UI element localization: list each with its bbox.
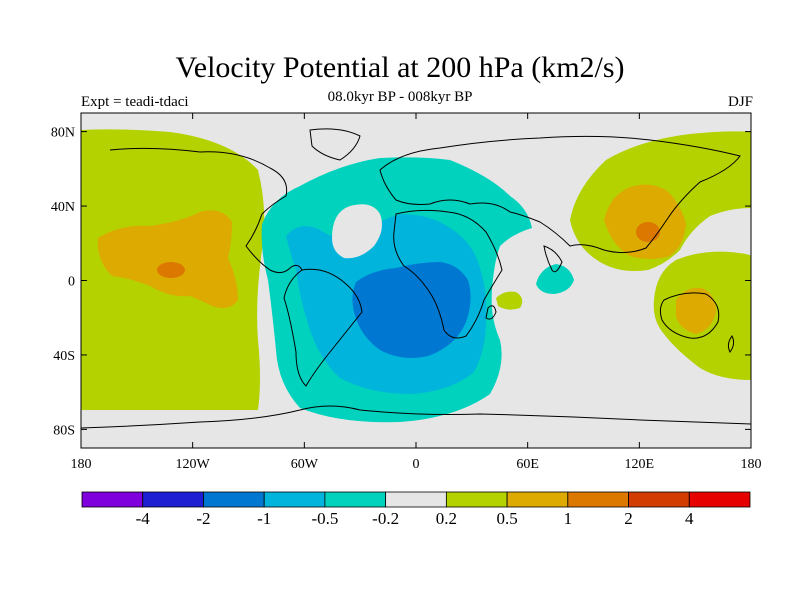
colorbar-label: 2 bbox=[624, 509, 633, 528]
colorbar-label: -0.5 bbox=[311, 509, 338, 528]
colorbar-label: 1 bbox=[564, 509, 573, 528]
y-axis: 80N 40N 0 40S 80S bbox=[51, 126, 751, 438]
coastline-north-america bbox=[109, 147, 303, 274]
y-tick-label: 80S bbox=[53, 423, 75, 438]
colorbar-swatch bbox=[203, 491, 265, 508]
coastline-greenland bbox=[309, 128, 361, 161]
colorbar-label: -4 bbox=[136, 509, 151, 528]
contour-field bbox=[81, 113, 751, 448]
experiment-label: Expt = teadi-tdaci bbox=[81, 94, 189, 110]
coastline-india bbox=[543, 245, 563, 273]
x-tick-label: 0 bbox=[413, 457, 420, 472]
colorbar-swatch bbox=[142, 491, 204, 508]
y-tick-label: 40S bbox=[53, 349, 75, 364]
colorbar-swatch bbox=[628, 491, 690, 508]
colorbar-swatch bbox=[263, 491, 326, 508]
map-title: Velocity Potential at 200 hPa (km2/s) bbox=[175, 51, 625, 84]
colorbar-swatch bbox=[567, 491, 629, 508]
colorbar: -4 -2 -1 -0.5 -0.2 0.2 0.5 1 2 4 bbox=[81, 491, 751, 528]
coastline-australia bbox=[659, 292, 720, 339]
colorbar-label: -1 bbox=[257, 509, 271, 528]
colorbar-swatch bbox=[445, 491, 508, 508]
coastline-south-america bbox=[283, 268, 363, 387]
y-tick-label: 40N bbox=[51, 200, 75, 215]
colorbar-label: 0.5 bbox=[496, 509, 517, 528]
colorbar-label: -2 bbox=[196, 509, 210, 528]
map-subtitle: 08.0kyr BP - 008kyr BP bbox=[327, 89, 473, 105]
x-tick-label: 120E bbox=[625, 457, 655, 472]
positive-center-pacific bbox=[157, 262, 185, 278]
positive-region-east-asia-orange bbox=[604, 184, 686, 259]
x-tick-label: 60W bbox=[291, 457, 319, 472]
x-tick-label: 180 bbox=[71, 457, 92, 472]
coastline-africa bbox=[393, 209, 503, 339]
x-tick-label: 180 bbox=[741, 457, 762, 472]
colorbar-label: -0.2 bbox=[372, 509, 399, 528]
season-label: DJF bbox=[727, 94, 753, 110]
colorbar-swatch bbox=[385, 491, 447, 508]
x-tick-label: 60E bbox=[516, 457, 539, 472]
coastline-antarctica bbox=[81, 405, 751, 429]
colorbar-swatch bbox=[324, 491, 387, 508]
positive-center-east-asia bbox=[636, 222, 660, 242]
colorbar-swatch bbox=[81, 491, 144, 508]
coastline-madagascar bbox=[485, 305, 497, 320]
coastlines bbox=[81, 128, 751, 429]
x-tick-label: 120W bbox=[176, 457, 211, 472]
coastline-europe-asia bbox=[379, 135, 741, 254]
colorbar-label: 0.2 bbox=[436, 509, 457, 528]
colorbar-swatch bbox=[506, 491, 569, 508]
y-tick-label: 80N bbox=[51, 126, 75, 141]
y-tick-label: 0 bbox=[68, 275, 75, 290]
colorbar-label: 4 bbox=[685, 509, 694, 528]
positive-region-australia-orange bbox=[676, 287, 716, 334]
x-axis: 180 120W 60W 0 60E 120E 180 bbox=[71, 113, 762, 472]
coastline-new-zealand bbox=[727, 335, 735, 353]
positive-spot-africa-east bbox=[496, 291, 523, 310]
negative-spot-indian-ocean bbox=[536, 264, 574, 294]
positive-region-pacific-orange bbox=[97, 210, 239, 308]
neutral-hole-north-atlantic bbox=[332, 204, 382, 259]
negative-region-atlantic-center bbox=[352, 262, 471, 358]
colorbar-swatch bbox=[688, 491, 751, 508]
